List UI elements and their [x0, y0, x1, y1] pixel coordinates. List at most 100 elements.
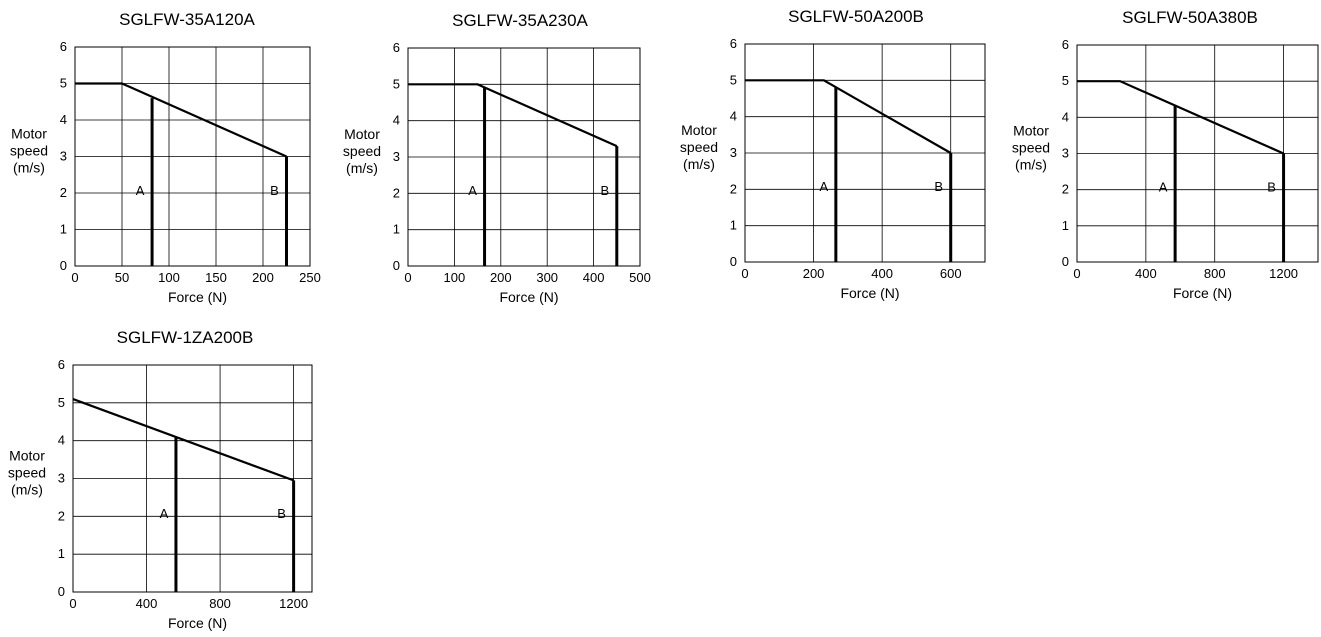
- region-label: A: [468, 183, 477, 198]
- x-axis-label: Force (N): [840, 285, 899, 301]
- y-tick-label: 3: [58, 471, 65, 486]
- speed-force-curve: [75, 82, 287, 158]
- chart-title: SGLFW-35A120A: [119, 10, 255, 29]
- chart-title: SGLFW-1ZA200B: [117, 328, 254, 347]
- region-label: B: [270, 183, 279, 198]
- x-tick-label: 200: [252, 270, 274, 285]
- y-axis-label: (m/s): [346, 160, 378, 176]
- x-tick-label: 1200: [279, 596, 308, 611]
- chart-panel: SGLFW-50A380B 0 400 800 1200 0 1 2 3 4 5 6 Force (N)…: [1012, 8, 1319, 301]
- x-tick-label: 0: [71, 270, 78, 285]
- chart-panel: SGLFW-35A230A 0 100 200 300 400 500 0 1 2 3 4 5 6 Forc…: [343, 11, 651, 305]
- y-tick-label: 1: [1062, 218, 1069, 233]
- region-label: A: [1159, 179, 1168, 194]
- plot-frame: [74, 46, 311, 267]
- region-label: A: [160, 506, 169, 521]
- y-tick-label: 4: [393, 113, 400, 128]
- y-tick-label: 4: [58, 433, 65, 448]
- y-tick-label: 5: [730, 72, 737, 87]
- y-tick-label: 3: [60, 149, 67, 164]
- y-tick-label: 6: [730, 36, 737, 51]
- y-tick-label: 1: [730, 218, 737, 233]
- speed-force-curve: [745, 79, 952, 154]
- x-tick-label: 1200: [1269, 266, 1298, 281]
- x-tick-label: 400: [871, 266, 893, 281]
- speed-force-curve: [1077, 80, 1285, 155]
- x-tick-label: 400: [136, 596, 158, 611]
- speed-force-curve: [408, 83, 618, 148]
- chart-title: SGLFW-35A230A: [452, 11, 588, 30]
- y-tick-label: 5: [60, 76, 67, 91]
- chart-title: SGLFW-50A200B: [788, 7, 924, 26]
- x-tick-label: 0: [1073, 266, 1080, 281]
- x-tick-label: 0: [404, 270, 411, 285]
- y-tick-label: 4: [60, 112, 67, 127]
- region-label: B: [1267, 179, 1276, 194]
- y-axis-label: speed: [343, 143, 381, 159]
- y-tick-label: 1: [60, 222, 67, 237]
- x-tick-label: 400: [1135, 266, 1157, 281]
- y-axis-label: Motor: [344, 126, 380, 142]
- y-tick-label: 2: [393, 185, 400, 200]
- y-axis-label: (m/s): [683, 156, 715, 172]
- x-tick-label: 50: [115, 270, 129, 285]
- y-tick-label: 2: [60, 185, 67, 200]
- x-axis-label: Force (N): [168, 615, 227, 631]
- x-tick-label: 300: [536, 270, 558, 285]
- y-tick-label: 3: [730, 145, 737, 160]
- y-axis-label: speed: [10, 143, 48, 159]
- y-axis-label: (m/s): [1015, 157, 1047, 173]
- y-tick-label: 1: [393, 222, 400, 237]
- x-tick-label: 100: [444, 270, 466, 285]
- region-label: A: [136, 183, 145, 198]
- plot-frame: [744, 43, 986, 263]
- region-label: B: [600, 183, 609, 198]
- y-tick-label: 0: [393, 258, 400, 273]
- y-tick-label: 2: [730, 181, 737, 196]
- plot-frame: [407, 47, 641, 267]
- x-axis-label: Force (N): [499, 289, 558, 305]
- y-tick-label: 4: [730, 109, 737, 124]
- region-label: B: [934, 179, 943, 194]
- y-axis-label: speed: [1012, 140, 1050, 156]
- x-axis-label: Force (N): [1173, 285, 1232, 301]
- y-tick-label: 4: [1062, 109, 1069, 124]
- region-label: B: [277, 506, 286, 521]
- chart-title: SGLFW-50A380B: [1122, 8, 1258, 27]
- x-tick-label: 800: [209, 596, 231, 611]
- speed-force-curve: [72, 398, 294, 482]
- y-axis-label: (m/s): [13, 160, 45, 176]
- y-axis-label: speed: [8, 465, 46, 481]
- x-tick-label: 0: [69, 596, 76, 611]
- y-tick-label: 0: [58, 584, 65, 599]
- y-tick-label: 0: [1062, 254, 1069, 269]
- x-tick-label: 0: [741, 266, 748, 281]
- y-tick-label: 0: [730, 254, 737, 269]
- x-tick-label: 400: [583, 270, 605, 285]
- x-tick-label: 200: [803, 266, 825, 281]
- y-tick-label: 6: [393, 40, 400, 55]
- y-tick-label: 2: [58, 508, 65, 523]
- y-tick-label: 3: [393, 149, 400, 164]
- y-axis-label: Motor: [681, 122, 717, 138]
- y-tick-label: 6: [58, 357, 65, 372]
- region-label: A: [820, 179, 829, 194]
- y-axis-label: Motor: [11, 126, 47, 142]
- y-axis-label: Motor: [1013, 123, 1049, 139]
- y-axis-label: Motor: [9, 448, 45, 464]
- chart-panel: SGLFW-50A200B 0 200 400 600 0 1 2 3 4 5 6 Force (N) M…: [680, 7, 986, 301]
- y-tick-label: 6: [1062, 37, 1069, 52]
- x-tick-label: 100: [158, 270, 180, 285]
- y-tick-label: 0: [60, 258, 67, 273]
- y-axis-label: (m/s): [11, 482, 43, 498]
- x-tick-label: 150: [205, 270, 227, 285]
- x-tick-label: 200: [490, 270, 512, 285]
- y-tick-label: 5: [58, 395, 65, 410]
- y-tick-label: 5: [1062, 73, 1069, 88]
- x-tick-label: 600: [940, 266, 962, 281]
- y-tick-label: 2: [1062, 182, 1069, 197]
- y-tick-label: 5: [393, 76, 400, 91]
- x-tick-label: 250: [299, 270, 321, 285]
- x-axis-label: Force (N): [168, 289, 227, 305]
